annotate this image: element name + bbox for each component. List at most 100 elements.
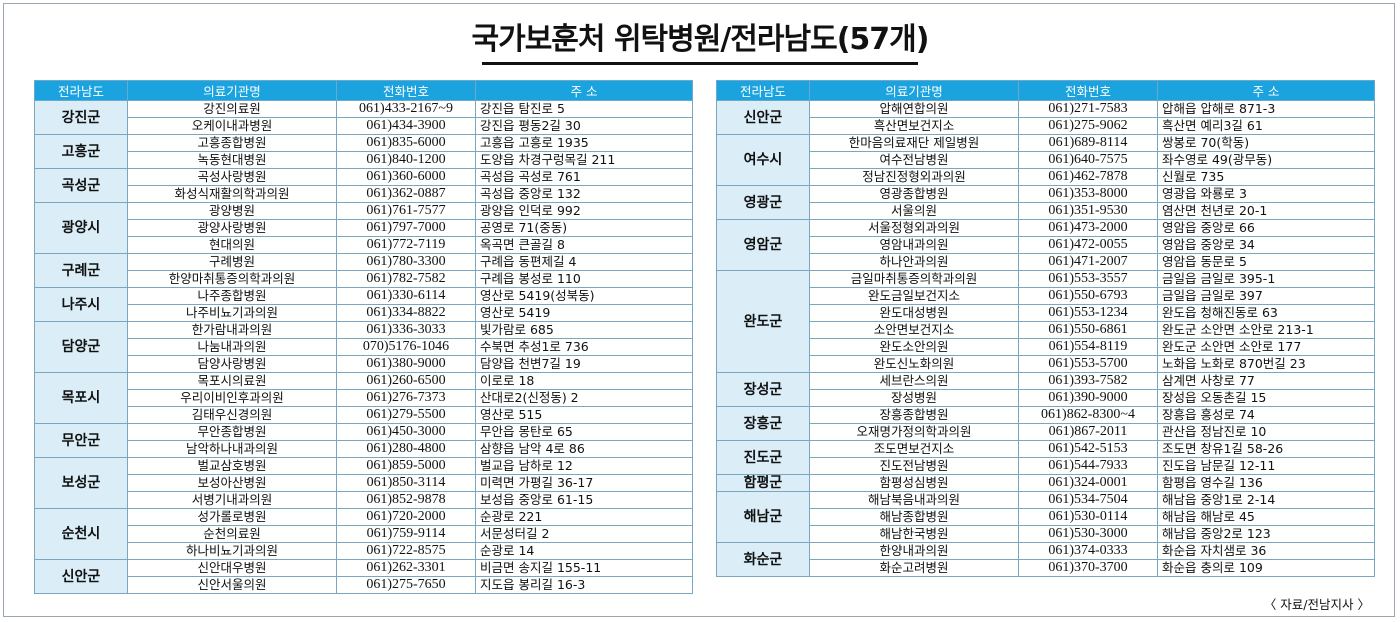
address-cell: 완도읍 청해진동로 63: [1157, 304, 1375, 322]
region-cell: 해남군: [716, 491, 810, 543]
table-row: 화순고려병원 061)370-3700 화순읍 충의로 109: [717, 559, 1375, 577]
table-row: 오재명가정의학과의원 061)867-2011 관산읍 정남진로 10: [717, 423, 1375, 441]
hospital-name-cell: 금일마취통증의학과의원: [809, 270, 1019, 288]
phone-cell: 061)553-3557: [1018, 270, 1158, 288]
address-cell: 염산면 천년로 20-1: [1157, 202, 1375, 220]
table-row: 나눔내과의원 070)5176-1046 수북면 추성1로 736: [35, 338, 693, 356]
hospital-name-cell: 강진의료원: [127, 100, 337, 118]
address-cell: 이로로 18: [475, 372, 693, 390]
table-row: 화성식재활의학과의원 061)362-0887 곡성읍 중앙로 132: [35, 185, 693, 203]
hospital-name-cell: 오케이내과병원: [127, 117, 337, 135]
phone-cell: 061)271-7583: [1018, 100, 1158, 118]
phone-cell: 061)554-8119: [1018, 338, 1158, 356]
table-row: 나주비뇨기과의원 061)334-8822 영산로 5419: [35, 304, 693, 322]
address-cell: 구례읍 동편제길 4: [475, 253, 693, 271]
phone-cell: 061)276-7373: [336, 389, 476, 407]
table-row: 화순군 한양내과의원 061)374-0333 화순읍 자치샘로 36: [716, 542, 1375, 577]
phone-cell: 061)393-7582: [1018, 372, 1158, 390]
phone-cell: 061)360-6000: [336, 168, 476, 186]
table-row: 여수전남병원 061)640-7575 좌수영로 49(광무동): [717, 151, 1375, 169]
phone-cell: 061)530-3000: [1018, 525, 1158, 543]
address-cell: 노화읍 노화로 870번길 23: [1157, 355, 1375, 373]
table-row: 담양사랑병원 061)380-9000 담양읍 천변7길 19: [35, 355, 693, 373]
phone-cell: 061)450-3000: [336, 423, 476, 441]
phone-cell: 061)782-7582: [336, 270, 476, 288]
hospital-name-cell: 녹동현대병원: [127, 151, 337, 169]
hospital-name-cell: 완도신노화의원: [809, 355, 1019, 373]
hospital-name-cell: 해남한국병원: [809, 525, 1019, 543]
hospital-name-cell: 화순고려병원: [809, 559, 1019, 577]
address-cell: 쌍봉로 70(학동): [1157, 134, 1375, 152]
hospital-name-cell: 나눔내과의원: [127, 338, 337, 356]
hospital-name-cell: 화성식재활의학과의원: [127, 185, 337, 203]
table-row: 광양시 광양병원 061)761-7577 광양읍 인덕로 992: [34, 202, 693, 254]
address-cell: 광양읍 인덕로 992: [475, 202, 693, 220]
hospital-name-cell: 현대의원: [127, 236, 337, 254]
hospital-name-cell: 김태우신경의원: [127, 406, 337, 424]
phone-cell: 061)334-8822: [336, 304, 476, 322]
region-cell: 무안군: [34, 423, 128, 458]
table-header-row: 전라남도 의료기관명 전화번호 주 소: [716, 80, 1375, 101]
region-cell: 고흥군: [34, 134, 128, 169]
region-cell: 진도군: [716, 440, 810, 475]
address-cell: 영암읍 동문로 5: [1157, 253, 1375, 271]
phone-cell: 061)720-2000: [336, 508, 476, 526]
address-cell: 공영로 71(중동): [475, 219, 693, 237]
table-row: 완도금일보건지소 061)550-6793 금일읍 금일로 397: [717, 287, 1375, 305]
address-cell: 수북면 추성1로 736: [475, 338, 693, 356]
hospital-name-cell: 곡성사랑병원: [127, 168, 337, 186]
address-cell: 좌수영로 49(광무동): [1157, 151, 1375, 169]
page-title: 국가보훈처 위탁병원/전라남도(57개): [471, 22, 930, 57]
hospital-name-cell: 나주종합병원: [127, 287, 337, 305]
address-cell: 완도군 소안면 소안로 177: [1157, 338, 1375, 356]
table-body-right: 신안군 압해연합의원 061)271-7583 압해읍 압해로 871-3 흑산면보건지…: [716, 100, 1375, 577]
hospital-name-cell: 한마음의료재단 제일병원: [809, 134, 1019, 152]
table-row: 해남군 해남북음내과의원 061)534-7504 해남읍 중앙1로 2-14: [716, 491, 1375, 543]
hospital-name-cell: 나주비뇨기과의원: [127, 304, 337, 322]
address-cell: 곡성읍 중앙로 132: [475, 185, 693, 203]
hospital-name-cell: 성가롤로병원: [127, 508, 337, 526]
table-row: 소안면보건지소 061)550-6861 완도군 소안면 소안로 213-1: [717, 321, 1375, 339]
hospital-name-cell: 담양사랑병원: [127, 355, 337, 373]
header-address: 주 소: [475, 80, 693, 101]
address-cell: 장흥읍 흥성로 74: [1157, 406, 1375, 424]
phone-cell: 061)850-3114: [336, 474, 476, 492]
phone-cell: 061)473-2000: [1018, 219, 1158, 237]
phone-cell: 061)550-6861: [1018, 321, 1158, 339]
phone-cell: 061)390-9000: [1018, 389, 1158, 407]
region-cell: 신안군: [716, 100, 810, 135]
phone-cell: 061)759-9114: [336, 525, 476, 543]
table-row: 순천의료원 061)759-9114 서문성터길 2: [35, 525, 693, 543]
hospital-name-cell: 여수전남병원: [809, 151, 1019, 169]
header-address: 주 소: [1157, 80, 1375, 101]
table-body-left: 강진군 강진의료원 061)433-2167~9 강진읍 탐진로 5 오케이내과병원 06…: [34, 100, 693, 594]
phone-cell: 061)362-0887: [336, 185, 476, 203]
address-cell: 금일읍 금일로 397: [1157, 287, 1375, 305]
address-cell: 순광로 14: [475, 542, 693, 560]
hospital-name-cell: 우리이비인후과의원: [127, 389, 337, 407]
table-row: 나주시 나주종합병원 061)330-6114 영산로 5419(성북동): [34, 287, 693, 322]
table-row: 한양마취통증의학과의원 061)782-7582 구례읍 봉성로 110: [35, 270, 693, 288]
address-cell: 강진읍 평동2길 30: [475, 117, 693, 135]
region-cell: 완도군: [716, 270, 810, 373]
table-row: 영암군 서울정형외과의원 061)473-2000 영암읍 중앙로 66: [716, 219, 1375, 271]
hospital-name-cell: 함평성심병원: [809, 474, 1019, 492]
header-hospital-name: 의료기관명: [809, 80, 1019, 101]
hospital-name-cell: 목포시의료원: [127, 372, 337, 390]
phone-cell: 061)370-3700: [1018, 559, 1158, 577]
region-cell: 영암군: [716, 219, 810, 271]
address-cell: 미력면 가평길 36-17: [475, 474, 693, 492]
region-cell: 장성군: [716, 372, 810, 407]
phone-cell: 061)780-3300: [336, 253, 476, 271]
region-cell: 여수시: [716, 134, 810, 186]
phone-cell: 061)351-9530: [1018, 202, 1158, 220]
address-cell: 영광읍 와룡로 3: [1157, 185, 1375, 203]
hospital-name-cell: 장흥종합병원: [809, 406, 1019, 424]
address-cell: 순광로 221: [475, 508, 693, 526]
hospital-table-left: 전라남도 의료기관명 전화번호 주 소 강진군 강진의료원 061)433-2167…: [34, 80, 693, 594]
title-underline: [482, 62, 918, 65]
region-cell: 담양군: [34, 321, 128, 373]
hospital-name-cell: 한가람내과의원: [127, 321, 337, 339]
table-row: 목포시 목포시의료원 061)260-6500 이로로 18: [34, 372, 693, 424]
phone-cell: 061)722-8575: [336, 542, 476, 560]
